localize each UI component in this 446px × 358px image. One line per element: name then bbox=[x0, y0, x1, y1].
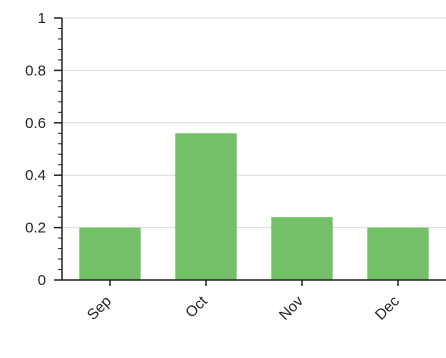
x-tick-label: Nov bbox=[276, 292, 307, 323]
y-tick-label: 0.6 bbox=[25, 115, 46, 132]
bar-oct bbox=[175, 133, 237, 280]
y-tick-label: 0.4 bbox=[25, 167, 46, 184]
bar-nov bbox=[271, 217, 333, 280]
y-tick-label: 0.2 bbox=[25, 220, 46, 237]
bars bbox=[79, 133, 429, 280]
x-tick-labels: Sep Oct Nov Dec bbox=[84, 292, 403, 323]
x-tick-label: Oct bbox=[182, 292, 211, 321]
y-tick-label: 0 bbox=[38, 272, 46, 289]
gridlines bbox=[62, 17, 446, 229]
bar-sep bbox=[79, 227, 141, 280]
y-tick-labels: 0 0.2 0.4 0.6 0.8 1 bbox=[25, 10, 46, 289]
y-tick-label: 0.8 bbox=[25, 62, 46, 79]
x-tick-label: Sep bbox=[84, 293, 115, 324]
x-tick-label: Dec bbox=[372, 292, 403, 323]
axes bbox=[54, 17, 446, 286]
y-tick-label: 1 bbox=[38, 10, 46, 27]
bar-dec bbox=[367, 227, 429, 280]
